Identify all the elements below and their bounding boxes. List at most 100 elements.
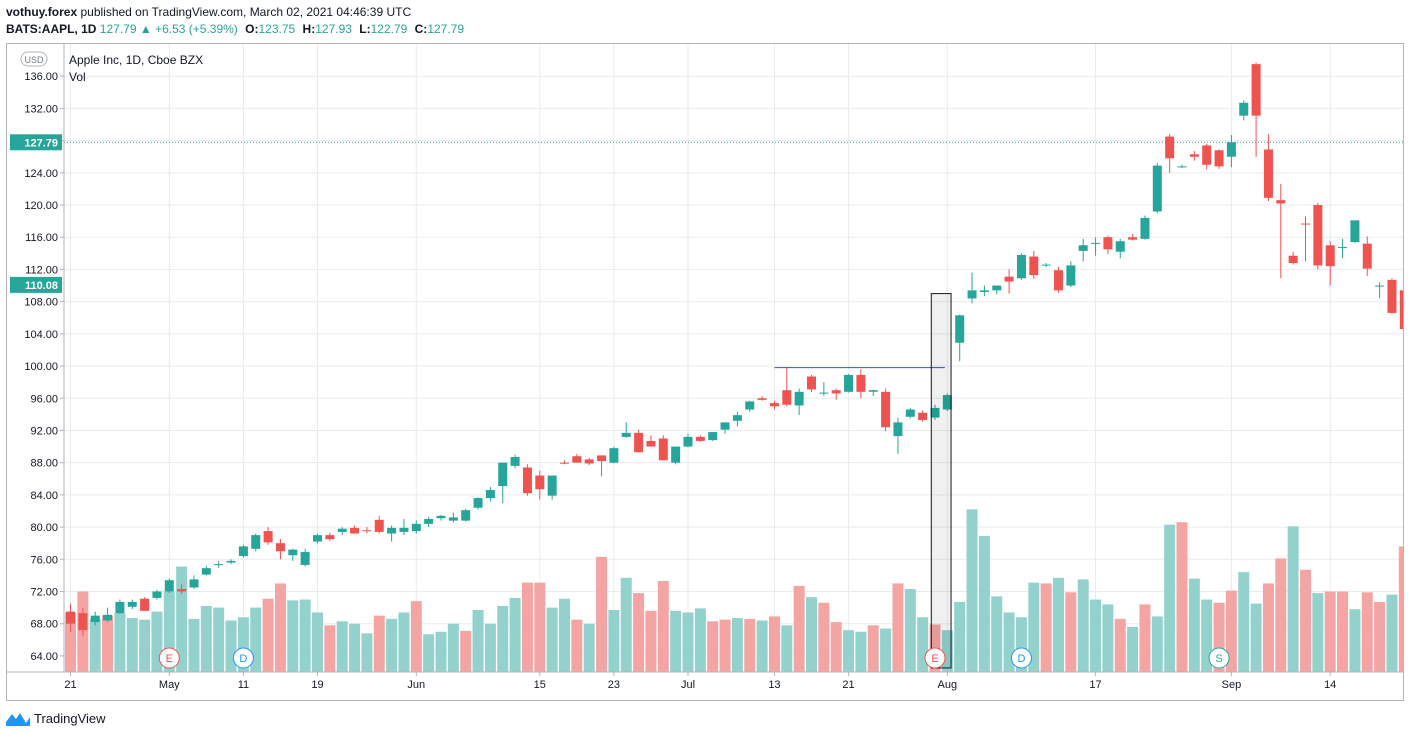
- volume-bar: [843, 630, 855, 672]
- price-axis-badge: [10, 134, 62, 151]
- candle-body: [1054, 270, 1063, 291]
- candle-body: [201, 568, 211, 575]
- candle-body: [238, 546, 248, 557]
- volume-bar: [559, 598, 570, 672]
- price-tick-label: 132.00: [24, 103, 58, 115]
- candle-body: [572, 456, 582, 463]
- author-name[interactable]: vothuy.forex: [6, 5, 78, 19]
- candle-body: [1288, 255, 1298, 263]
- candle-body: [708, 432, 718, 441]
- volume-bar: [1114, 618, 1126, 672]
- price-axis-badge-label: 110.08: [25, 280, 58, 292]
- volume-bar: [1028, 582, 1040, 672]
- candle-body: [473, 498, 483, 508]
- ohlc-summary: BATS:AAPL, 1D 127.79 ▲ +6.53 (+5.39%) O:…: [6, 22, 464, 36]
- volume-bar: [89, 618, 101, 672]
- candle-body: [1202, 145, 1212, 165]
- time-tick-label: 23: [608, 679, 620, 691]
- volume-bar: [126, 618, 138, 672]
- candle-body: [1362, 243, 1372, 269]
- price-axis-badge-label: 127.79: [24, 137, 58, 149]
- candle-body: [584, 459, 594, 464]
- candle-body: [769, 403, 779, 407]
- candle-body: [164, 580, 174, 592]
- candle-body: [868, 390, 878, 392]
- price-tick-label: 96.00: [30, 393, 58, 405]
- candle-body: [621, 432, 631, 437]
- volume-bar: [1312, 593, 1324, 672]
- volume-bar: [608, 610, 620, 672]
- volume-bar: [484, 623, 496, 672]
- volume-bar: [1337, 591, 1349, 672]
- volume-bar: [707, 621, 719, 672]
- candle-body: [1251, 64, 1261, 116]
- candle-body: [350, 527, 360, 534]
- volume-bar: [1213, 602, 1225, 672]
- candle-body: [275, 543, 285, 552]
- event-marker-label: E: [166, 653, 173, 665]
- volume-bar: [694, 608, 706, 672]
- volume-bar: [867, 625, 879, 672]
- price-tick-label: 136.00: [24, 71, 58, 83]
- time-tick-label: 21: [64, 679, 76, 691]
- candle-body: [757, 398, 767, 400]
- volume-bar: [620, 577, 632, 672]
- candle-body: [1115, 241, 1125, 252]
- volume-bar: [1287, 526, 1299, 672]
- volume-bar: [1040, 583, 1052, 672]
- candle-body: [1276, 200, 1286, 204]
- candle-body: [1387, 279, 1397, 313]
- candle-body: [374, 519, 384, 532]
- time-tick-label: 11: [238, 679, 249, 691]
- volume-bar: [361, 633, 373, 672]
- volume-bar: [781, 625, 793, 672]
- volume-bar: [336, 621, 348, 672]
- time-tick-label: 15: [534, 679, 546, 691]
- candle-body: [461, 510, 471, 521]
- price-tick-label: 72.00: [30, 586, 58, 598]
- volume-bar: [670, 610, 682, 672]
- candle-body: [127, 601, 137, 607]
- candle-body: [930, 407, 940, 418]
- price-tick-label: 112.00: [25, 264, 58, 276]
- candle-body: [856, 374, 866, 392]
- volume-bar: [472, 610, 484, 672]
- volume-bar: [1374, 601, 1386, 672]
- volume-bar: [398, 612, 410, 672]
- chart-title: Apple Inc, 1D, Cboe BZX: [69, 53, 203, 67]
- candle-body: [1338, 246, 1348, 248]
- candle-body: [251, 535, 261, 549]
- candle-body: [1375, 285, 1385, 287]
- candle-body: [448, 517, 458, 521]
- candle-body: [214, 564, 224, 566]
- volume-bar: [386, 618, 398, 672]
- candle-body: [189, 579, 199, 588]
- volume-bar: [1065, 592, 1077, 672]
- volume-bar: [423, 634, 435, 672]
- price-tick-label: 84.00: [30, 490, 58, 502]
- volume-bar: [1090, 599, 1102, 672]
- volume-bar: [349, 623, 361, 672]
- candle-body: [671, 446, 681, 463]
- candle-body: [535, 475, 545, 490]
- volume-bar: [1053, 577, 1064, 672]
- high-label: H:: [302, 22, 316, 36]
- candle-body: [732, 415, 742, 421]
- tradingview-logo[interactable]: TradingView: [6, 711, 106, 726]
- candle-body: [90, 615, 100, 623]
- volume-bar: [633, 593, 645, 672]
- candle-body: [782, 390, 792, 405]
- volume-bar: [546, 607, 558, 672]
- candle-body: [103, 614, 113, 621]
- volume-bar: [1300, 569, 1311, 672]
- chart-area[interactable]: E D E D S 64.00 68.00 72.00 76.00 80.00 84.00 88.00…: [6, 43, 1404, 701]
- event-marker-icon: [158, 647, 180, 669]
- low-value: 122.79: [370, 22, 408, 36]
- candle-body: [424, 519, 434, 524]
- candle-body: [955, 315, 965, 343]
- last-price: 127.79: [99, 22, 137, 36]
- price-tick-label: 76.00: [30, 554, 58, 566]
- volume-bar: [892, 583, 904, 672]
- price-chart[interactable]: E D E D S 64.00 68.00 72.00 76.00 80.00 84.00 88.00…: [7, 44, 1403, 700]
- event-marker-icon: [232, 647, 254, 669]
